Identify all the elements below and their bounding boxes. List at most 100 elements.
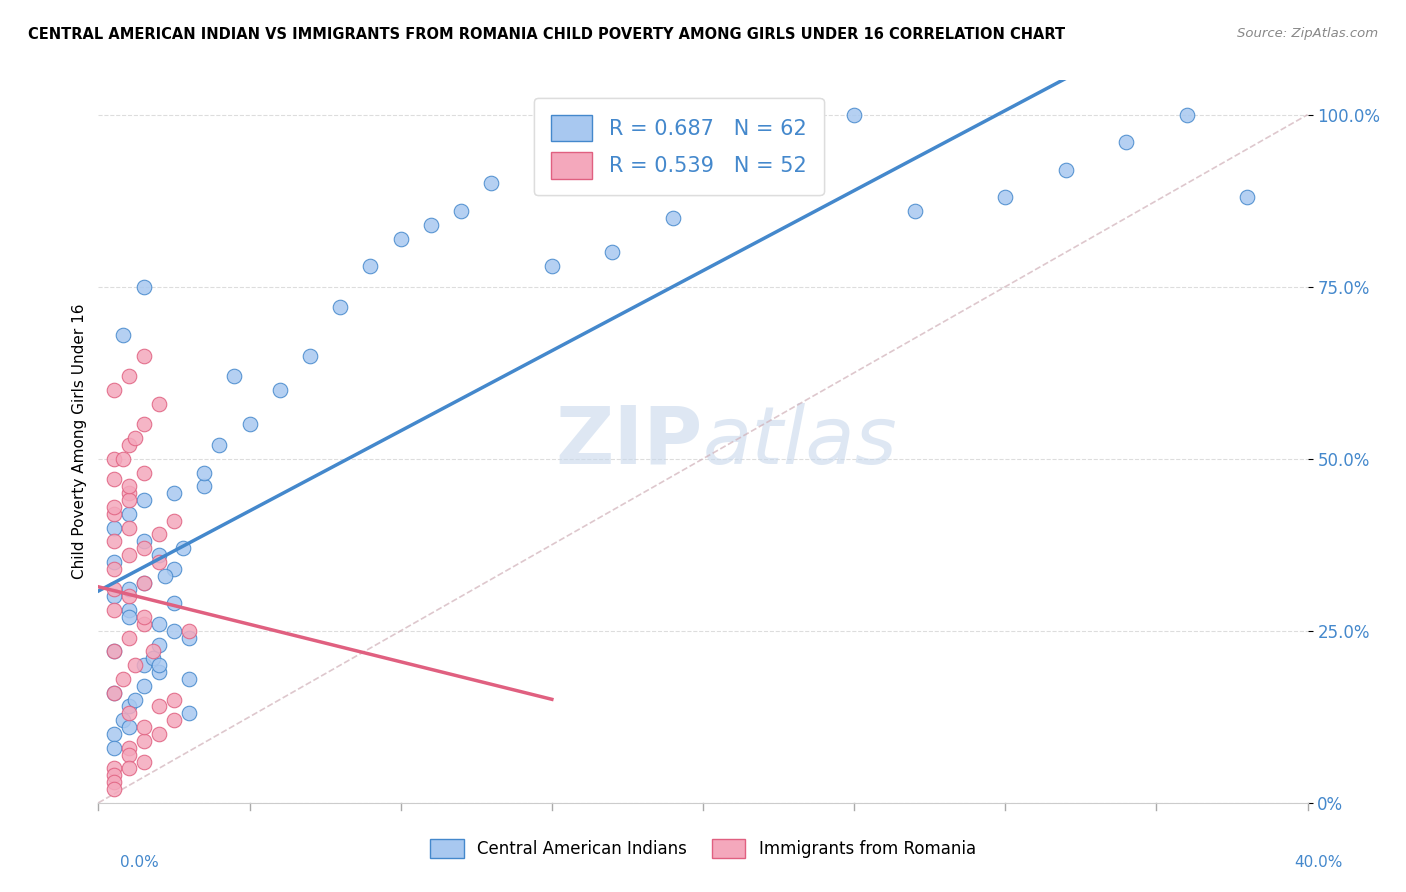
Point: [103, 500, 125, 514]
Point: [163, 713, 186, 727]
Point: [193, 466, 215, 480]
Point: [163, 562, 186, 576]
Point: [148, 548, 170, 562]
Point: [103, 590, 125, 604]
Point: [1115, 135, 1137, 149]
Point: [103, 603, 125, 617]
Point: [148, 527, 170, 541]
Point: [118, 603, 141, 617]
Point: [132, 720, 155, 734]
Text: 0.0%: 0.0%: [120, 855, 159, 870]
Point: [118, 590, 141, 604]
Point: [103, 644, 125, 658]
Point: [118, 740, 141, 755]
Point: [132, 755, 155, 769]
Point: [172, 541, 194, 556]
Point: [148, 555, 170, 569]
Point: [142, 651, 165, 665]
Point: [420, 218, 443, 232]
Point: [111, 451, 134, 466]
Point: [179, 706, 201, 721]
Point: [118, 486, 141, 500]
Point: [132, 493, 155, 508]
Point: [148, 397, 170, 411]
Point: [103, 686, 125, 700]
Point: [103, 727, 125, 741]
Point: [224, 369, 246, 384]
Point: [118, 369, 141, 384]
Point: [103, 740, 125, 755]
Point: [132, 417, 155, 432]
Point: [103, 582, 125, 597]
Point: [111, 713, 134, 727]
Y-axis label: Child Poverty Among Girls Under 16: Child Poverty Among Girls Under 16: [72, 304, 87, 579]
Point: [661, 211, 683, 225]
Point: [103, 562, 125, 576]
Text: CENTRAL AMERICAN INDIAN VS IMMIGRANTS FROM ROMANIA CHILD POVERTY AMONG GIRLS UND: CENTRAL AMERICAN INDIAN VS IMMIGRANTS FR…: [28, 27, 1066, 42]
Point: [163, 624, 186, 638]
Point: [481, 177, 503, 191]
Point: [179, 631, 201, 645]
Point: [103, 555, 125, 569]
Point: [132, 610, 155, 624]
Point: [124, 658, 146, 673]
Point: [148, 616, 170, 631]
Point: [118, 747, 141, 762]
Point: [118, 479, 141, 493]
Point: [118, 720, 141, 734]
Point: [692, 162, 714, 177]
Text: atlas: atlas: [703, 402, 898, 481]
Point: [103, 782, 125, 797]
Point: [752, 135, 775, 149]
Point: [132, 575, 155, 590]
Point: [118, 610, 141, 624]
Point: [142, 644, 165, 658]
Point: [602, 245, 624, 260]
Point: [118, 520, 141, 534]
Point: [103, 507, 125, 521]
Point: [844, 108, 866, 122]
Point: [103, 768, 125, 782]
Point: [163, 692, 186, 706]
Point: [163, 596, 186, 610]
Point: [111, 327, 134, 342]
Point: [132, 349, 155, 363]
Point: [389, 231, 412, 245]
Point: [103, 686, 125, 700]
Point: [132, 279, 155, 293]
Point: [148, 699, 170, 714]
Point: [132, 658, 155, 673]
Point: [132, 534, 155, 549]
Point: [103, 520, 125, 534]
Point: [132, 616, 155, 631]
Point: [1054, 162, 1077, 177]
Point: [132, 734, 155, 748]
Point: [103, 451, 125, 466]
Point: [103, 775, 125, 789]
Point: [103, 761, 125, 775]
Point: [208, 438, 231, 452]
Point: [239, 417, 262, 432]
Point: [118, 582, 141, 597]
Point: [148, 638, 170, 652]
Text: Source: ZipAtlas.com: Source: ZipAtlas.com: [1237, 27, 1378, 40]
Point: [103, 534, 125, 549]
Point: [118, 438, 141, 452]
Point: [299, 349, 322, 363]
Point: [118, 631, 141, 645]
Point: [124, 431, 146, 445]
Point: [994, 190, 1017, 204]
Point: [118, 507, 141, 521]
Point: [132, 575, 155, 590]
Point: [329, 301, 352, 315]
Point: [132, 679, 155, 693]
Point: [118, 699, 141, 714]
Point: [111, 672, 134, 686]
Point: [148, 658, 170, 673]
Point: [1236, 190, 1258, 204]
Point: [103, 644, 125, 658]
Point: [118, 706, 141, 721]
Legend: R = 0.687   N = 62, R = 0.539   N = 52: R = 0.687 N = 62, R = 0.539 N = 52: [534, 98, 824, 195]
Point: [193, 479, 215, 493]
Point: [163, 486, 186, 500]
